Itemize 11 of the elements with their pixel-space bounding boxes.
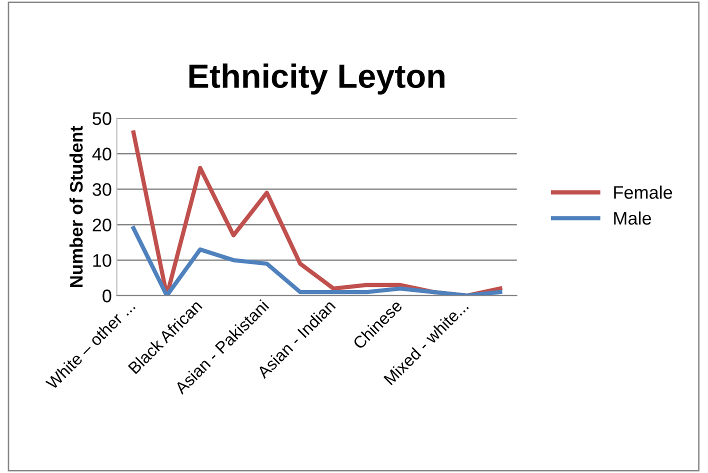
y-tick-label: 20 [92, 218, 112, 232]
y-tick-label: 10 [93, 254, 112, 267]
line-series [131, 226, 502, 296]
legend-label: Male [614, 211, 652, 225]
legend-label: Female [614, 186, 672, 199]
chart-title: Ethnicity Leyton [189, 64, 444, 95]
y-tick-label: 30 [92, 183, 112, 196]
y-tick-label: 40 [92, 148, 112, 160]
y-axis-title: Number of Student [69, 126, 83, 287]
y-tick-label: 50 [92, 112, 112, 125]
y-tick-label: 0 [102, 290, 112, 302]
